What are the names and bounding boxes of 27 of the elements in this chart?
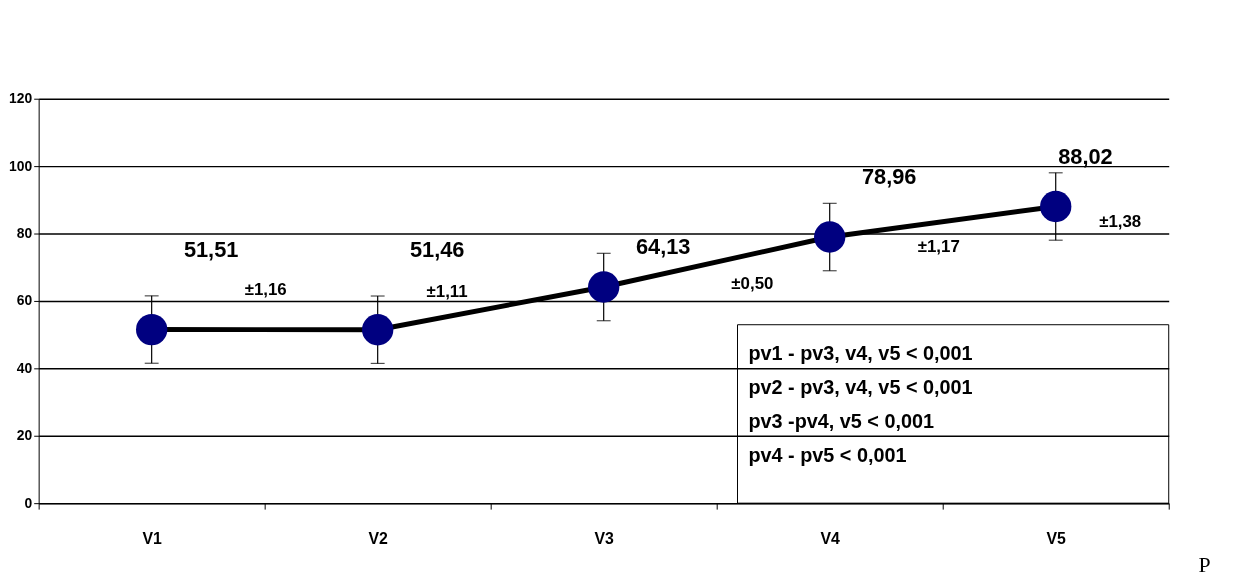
y-tick-label: 60 xyxy=(16,292,33,309)
y-tick-label: 80 xyxy=(16,224,33,241)
data-label: 64,13 xyxy=(635,234,691,260)
y-tick-label: 100 xyxy=(9,157,33,174)
x-tick-label: V1 xyxy=(142,530,163,548)
annotation: ±1,17 xyxy=(917,236,960,256)
y-tick-label: 0 xyxy=(24,494,33,511)
y-tick-label: 120 xyxy=(9,90,33,107)
data-label: 51,51 xyxy=(183,237,239,263)
data-label: 78,96 xyxy=(861,164,917,190)
annotation: pv1 - pv3, v4, v5 < 0,001 xyxy=(748,342,973,365)
data-label: 51,46 xyxy=(409,237,465,263)
y-tick-label: 40 xyxy=(16,359,33,376)
text: P xyxy=(1198,552,1211,577)
data-label: 88,02 xyxy=(1058,143,1113,169)
annotation: pv4 - pv5 < 0,001 xyxy=(748,443,907,466)
y-tick-label: 20 xyxy=(16,427,33,444)
annotation: ±0,50 xyxy=(731,274,774,293)
x-tick-label: V5 xyxy=(1046,530,1067,548)
annotation: pv3 -pv4, v5 < 0,001 xyxy=(748,409,935,432)
annotation: ±1,38 xyxy=(1099,212,1142,232)
annotation: ±1,11 xyxy=(426,282,468,302)
x-tick-label: V3 xyxy=(594,530,615,548)
x-tick-label: V4 xyxy=(820,530,841,548)
annotation: ±1,16 xyxy=(244,279,287,299)
annotation: pv2 - pv3, v4, v5 < 0,001 xyxy=(748,376,973,399)
x-tick-label: V2 xyxy=(368,530,389,548)
